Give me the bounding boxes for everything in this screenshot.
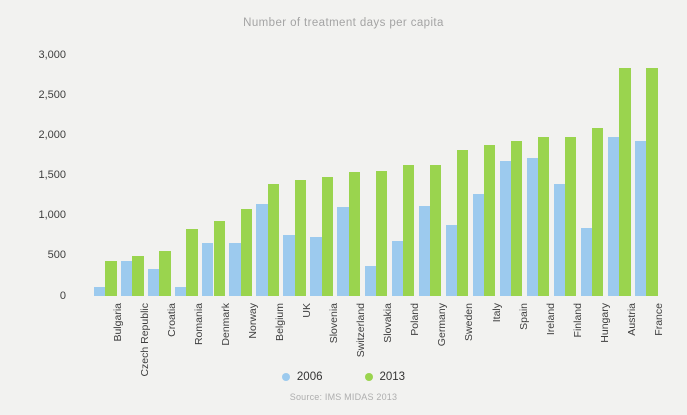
bar-2006-sweden xyxy=(445,224,457,296)
y-axis-tick-label: 0 xyxy=(59,289,66,302)
bar-2006-belgium xyxy=(256,204,268,296)
bar-2006-poland xyxy=(391,240,403,296)
bar-2013-denmark xyxy=(213,220,225,296)
bar-2006-austria xyxy=(607,137,620,296)
bar-2013-spain xyxy=(511,140,523,296)
y-axis-tick-label: 3,000 xyxy=(38,48,66,61)
y-axis-tick-label: 1,000 xyxy=(38,209,66,222)
bar-2006-slovenia xyxy=(310,237,322,296)
bar-2013-france xyxy=(646,67,658,296)
bar-2006-slovakia xyxy=(364,265,376,296)
bar-2006-norway xyxy=(229,242,241,296)
bar-2013-ireland xyxy=(538,136,550,296)
bar-2013-bulgaria xyxy=(105,260,117,296)
legend-dot-icon xyxy=(281,373,290,381)
legend-dot-icon xyxy=(364,373,373,381)
y-axis-tick-label: 2,500 xyxy=(38,88,66,101)
bar-2013-sweden xyxy=(456,149,469,296)
bar-2013-italy xyxy=(484,144,496,296)
bar-2006-uk xyxy=(283,234,295,296)
legend: 2006 2013 xyxy=(0,371,687,383)
bar-2013-croatia xyxy=(159,251,171,296)
bar-2006-switzerland xyxy=(337,206,349,296)
bar-2013-switzerland xyxy=(348,172,361,296)
bar-2013-austria xyxy=(619,67,631,296)
y-axis-tick-label: 2,000 xyxy=(38,128,66,141)
bar-2006-spain xyxy=(499,161,512,296)
bar-2006-croatia xyxy=(148,268,160,296)
bar-2013-romania xyxy=(186,228,198,296)
bar-2013-finland xyxy=(565,136,577,296)
bar-2013-uk xyxy=(294,179,306,296)
bar-2013-hungary xyxy=(592,127,604,296)
legend-label: 2006 xyxy=(296,371,323,383)
bar-2013-germany xyxy=(429,165,442,296)
bar-2013-slovakia xyxy=(375,170,388,296)
bar-2006-ireland xyxy=(526,157,539,296)
bar-2013-poland xyxy=(402,165,415,296)
legend-label: 2013 xyxy=(379,371,406,383)
bar-2006-germany xyxy=(418,206,430,296)
bar-2006-czech-republic xyxy=(121,260,133,296)
bar-2006-romania xyxy=(175,286,187,296)
bar-2006-france xyxy=(635,140,647,296)
legend-item-2013: 2013 xyxy=(364,371,406,383)
y-axis-tick-label: 1,500 xyxy=(38,169,66,181)
y-axis-tick-label: 500 xyxy=(47,249,66,262)
chart-title: Number of treatment days per capita xyxy=(243,17,444,29)
bar-2013-czech-republic xyxy=(132,255,144,296)
bar-2006-finland xyxy=(553,184,566,296)
bar-2006-italy xyxy=(472,193,484,296)
bar-2013-belgium xyxy=(267,183,279,296)
bar-2006-denmark xyxy=(202,242,214,296)
source-caption: Source: IMS MIDAS 2013 xyxy=(289,392,398,402)
bar-2006-hungary xyxy=(580,228,593,296)
legend-item-2006: 2006 xyxy=(281,371,323,383)
bar-2006-bulgaria xyxy=(94,287,106,296)
bar-2013-norway xyxy=(240,208,252,296)
bar-2013-slovenia xyxy=(321,177,333,296)
